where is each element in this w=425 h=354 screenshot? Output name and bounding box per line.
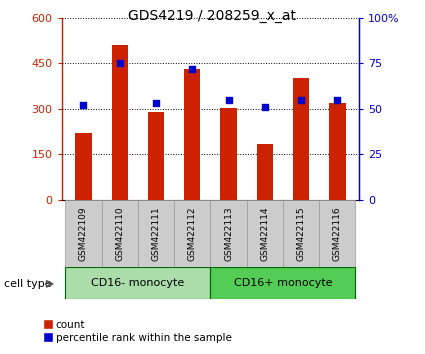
Point (153, 101, 159, 106)
FancyBboxPatch shape (138, 200, 174, 267)
Point (298, 97, 304, 103)
Bar (257, 144, 273, 200)
Bar (184, 69, 201, 200)
Text: GSM422116: GSM422116 (333, 206, 342, 261)
Text: GSM422114: GSM422114 (260, 206, 269, 261)
Legend: count, percentile rank within the sample: count, percentile rank within the sample (39, 315, 236, 347)
FancyBboxPatch shape (210, 267, 355, 299)
Text: CD16- monocyte: CD16- monocyte (91, 278, 184, 288)
Text: CD16+ monocyte: CD16+ monocyte (234, 278, 332, 288)
Bar (220, 108, 237, 200)
Text: GSM422109: GSM422109 (79, 206, 88, 261)
FancyBboxPatch shape (210, 200, 246, 267)
Text: GSM422113: GSM422113 (224, 206, 233, 261)
Point (80, 102, 87, 108)
Text: GSM422112: GSM422112 (188, 206, 197, 261)
Point (116, 61, 123, 66)
Bar (75, 133, 91, 200)
Point (261, 104, 268, 110)
FancyBboxPatch shape (283, 200, 319, 267)
Text: GDS4219 / 208259_x_at: GDS4219 / 208259_x_at (128, 9, 297, 23)
FancyBboxPatch shape (246, 200, 283, 267)
Bar (293, 79, 309, 200)
Text: GSM422110: GSM422110 (115, 206, 124, 261)
Bar (111, 45, 128, 200)
Text: cell type: cell type (4, 279, 52, 289)
FancyBboxPatch shape (102, 200, 138, 267)
Text: GSM422111: GSM422111 (151, 206, 161, 261)
FancyBboxPatch shape (319, 200, 355, 267)
FancyBboxPatch shape (65, 200, 102, 267)
Point (189, 66, 196, 72)
FancyBboxPatch shape (174, 200, 210, 267)
Point (334, 97, 341, 103)
Bar (329, 103, 346, 200)
FancyBboxPatch shape (65, 267, 210, 299)
Point (225, 97, 232, 103)
Text: GSM422115: GSM422115 (297, 206, 306, 261)
Bar (148, 112, 164, 200)
